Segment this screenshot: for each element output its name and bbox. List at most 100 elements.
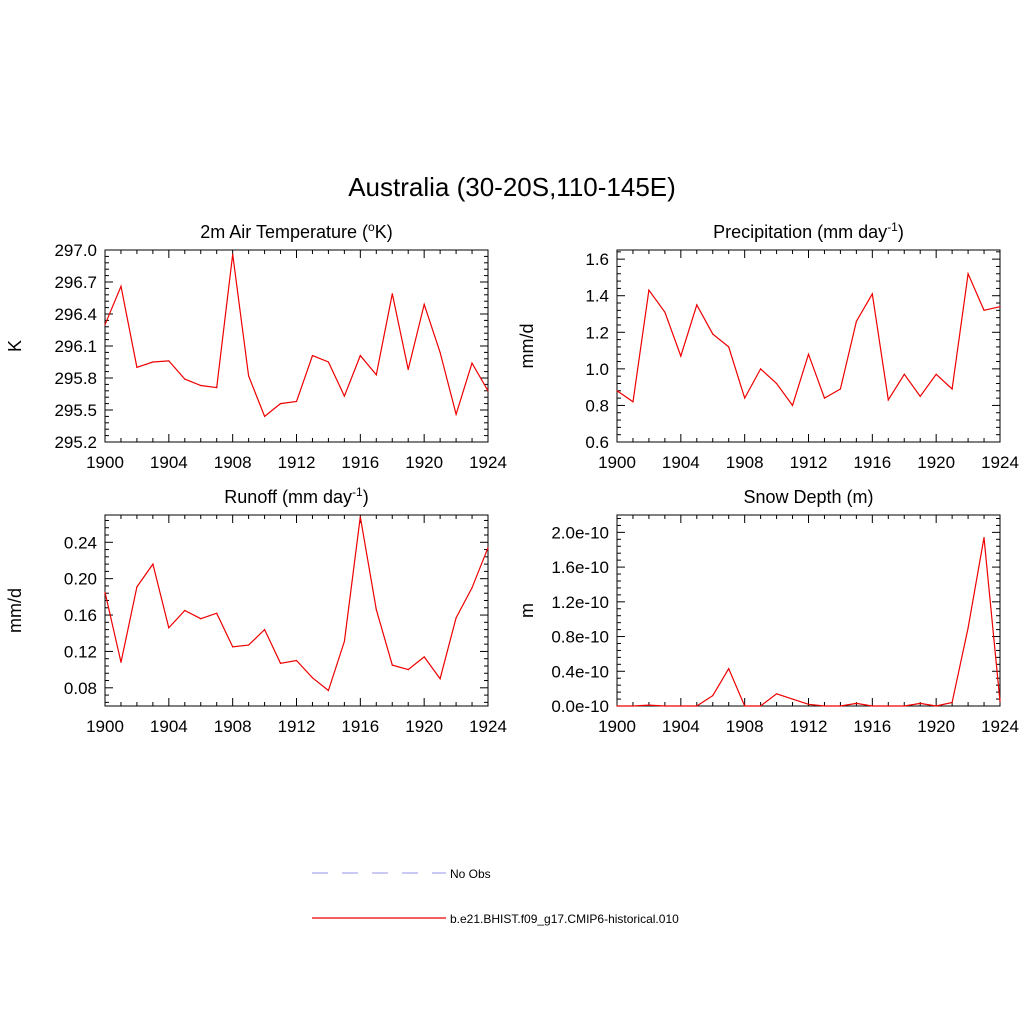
x-tick-label: 1904	[150, 717, 188, 736]
data-point	[616, 705, 618, 707]
data-point	[712, 333, 714, 335]
panel-title-sup: -1	[352, 485, 363, 499]
data-point	[439, 678, 441, 680]
y-axis-label: m	[517, 603, 537, 618]
y-tick-label: 0.0e-10	[551, 697, 609, 716]
y-tick-label: 0.8	[585, 396, 609, 415]
data-point	[248, 644, 250, 646]
data-point	[184, 378, 186, 380]
y-tick-label: 2.0e-10	[551, 523, 609, 542]
series-line	[104, 254, 489, 418]
x-tick-label: 1904	[150, 453, 188, 472]
panel-title-sup: o	[368, 220, 375, 234]
y-axis-label: mm/d	[517, 324, 537, 369]
data-point	[839, 705, 842, 707]
panel-title: 2m Air Temperature (oK)	[200, 220, 392, 242]
x-tick-label: 1904	[662, 717, 700, 736]
data-point	[311, 355, 314, 357]
x-tick-label: 1924	[469, 717, 507, 736]
data-point	[359, 516, 361, 518]
x-tick-label: 1908	[214, 717, 252, 736]
data-point	[807, 353, 810, 355]
data-point	[232, 253, 234, 255]
data-point	[279, 403, 282, 405]
data-point	[343, 640, 345, 643]
data-point	[680, 355, 682, 357]
data-point	[791, 404, 794, 407]
panel-title-tail: K)	[375, 222, 393, 242]
chart-panel: 2m Air Temperature (oK) 1900 1904 1908 1912 1…	[5, 220, 507, 472]
data-point	[887, 705, 889, 707]
data-point	[375, 374, 377, 376]
series-line	[617, 537, 1001, 707]
x-tick-label: 1912	[278, 453, 316, 472]
data-point	[760, 368, 762, 370]
x-tick-label: 1912	[790, 453, 828, 472]
data-point	[471, 587, 473, 589]
chart-panels: 2m Air Temperature (oK) 1900 1904 1908 1912 1…	[5, 220, 1019, 736]
data-point	[919, 702, 921, 704]
data-point	[104, 324, 106, 326]
plot-frame	[104, 249, 489, 443]
data-point	[455, 617, 457, 619]
data-point	[343, 395, 345, 397]
chart-panel: Runoff (mm day-1) 1900 1904 1908 1912 1916 192…	[5, 485, 507, 736]
data-point	[407, 368, 409, 371]
legend-label: No Obs	[450, 867, 491, 881]
x-tick-label: 1912	[790, 717, 828, 736]
x-tick-label: 1900	[598, 453, 636, 472]
panel-title: Snow Depth (m)	[743, 487, 873, 507]
plot-frame	[104, 514, 489, 707]
panel-title-main: Snow Depth (m)	[743, 487, 873, 507]
data-point	[168, 627, 170, 629]
data-point	[120, 661, 122, 663]
chart-panel: Snow Depth (m) 1900 1904 1908 1912 1916 1920 19…	[517, 487, 1019, 736]
data-point	[391, 664, 393, 666]
data-point	[359, 355, 361, 357]
data-point	[871, 293, 873, 295]
y-tick-label: 297.0	[54, 241, 97, 260]
data-point	[871, 705, 873, 707]
panel-title-sup: -1	[887, 220, 898, 234]
panel-title-main: Precipitation (mm day	[713, 222, 887, 242]
data-point	[855, 702, 857, 704]
data-point	[200, 618, 202, 620]
legend-label: b.e21.BHIST.f09_g17.CMIP6-historical.010	[450, 912, 679, 926]
data-point	[999, 701, 1001, 703]
y-tick-label: 295.2	[54, 433, 97, 452]
x-tick-label: 1900	[598, 717, 636, 736]
panel-title-main: Runoff (mm day	[224, 487, 352, 507]
data-point	[279, 662, 282, 664]
y-tick-label: 1.2	[585, 323, 609, 342]
data-point	[728, 668, 730, 670]
y-axis-label: mm/d	[5, 588, 25, 633]
data-point	[744, 397, 746, 399]
data-point	[648, 704, 650, 706]
data-point	[423, 656, 425, 658]
data-point	[375, 608, 377, 611]
data-point	[935, 373, 937, 375]
y-tick-label: 1.6	[585, 250, 609, 269]
panel-title-tail: )	[898, 222, 904, 242]
data-point	[120, 285, 122, 287]
data-point	[487, 547, 489, 549]
x-tick-label: 1904	[662, 453, 700, 472]
data-point	[152, 563, 154, 565]
panel-title-main: 2m Air Temperature (	[200, 222, 368, 242]
data-point	[295, 659, 298, 662]
data-point	[136, 366, 138, 368]
y-tick-label: 1.4	[585, 287, 609, 306]
legend: No Obs b.e21.BHIST.f09_g17.CMIP6-historic…	[312, 867, 679, 926]
y-tick-label: 0.08	[64, 679, 97, 698]
y-tick-label: 1.0	[585, 360, 609, 379]
data-point	[728, 346, 730, 348]
data-point	[983, 309, 985, 311]
x-tick-label: 1920	[405, 453, 443, 472]
plot-frame	[616, 514, 1001, 707]
data-point	[391, 293, 393, 295]
data-point	[295, 400, 298, 403]
panel-title: Precipitation (mm day-1)	[713, 220, 904, 242]
data-point	[823, 397, 826, 399]
data-point	[903, 373, 905, 375]
